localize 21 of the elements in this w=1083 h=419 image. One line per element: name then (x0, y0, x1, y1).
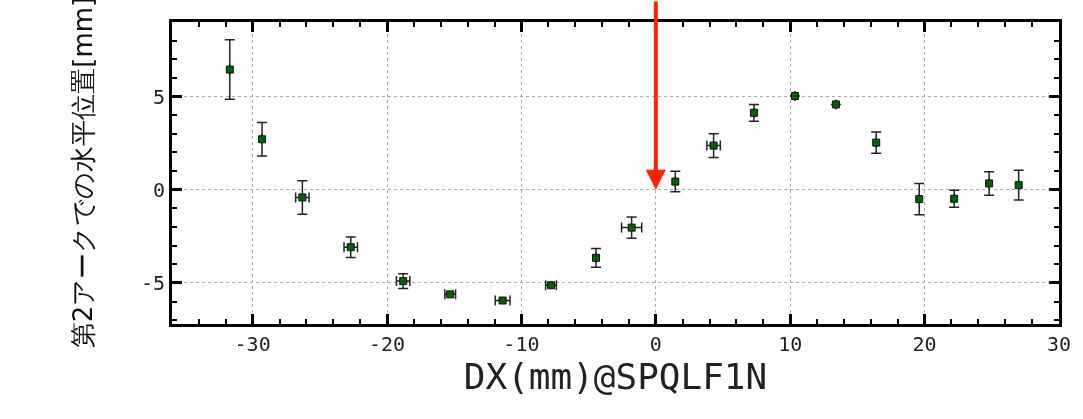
y-tick-label: -5 (140, 270, 165, 295)
point (915, 195, 924, 204)
point (749, 108, 758, 117)
x-tick-label: 30 (1046, 332, 1072, 356)
point (225, 65, 234, 74)
y-tick-label: 5 (152, 84, 165, 109)
x-tick-label: -20 (368, 332, 406, 356)
point (592, 253, 601, 262)
x-axis-title: DX(mm)@SPQLF1N (463, 356, 768, 397)
x-tick-label: 20 (912, 332, 937, 356)
point (950, 194, 959, 203)
x-tick-label: 10 (778, 332, 803, 356)
x-tick-label: -10 (503, 332, 540, 356)
point (985, 179, 994, 188)
point (872, 138, 881, 147)
y-tick-label: 0 (152, 177, 165, 202)
point (790, 92, 799, 101)
x-tick-label: 0 (649, 332, 662, 356)
x-tick-label: -30 (234, 332, 271, 356)
point (627, 223, 636, 232)
point (258, 135, 267, 144)
